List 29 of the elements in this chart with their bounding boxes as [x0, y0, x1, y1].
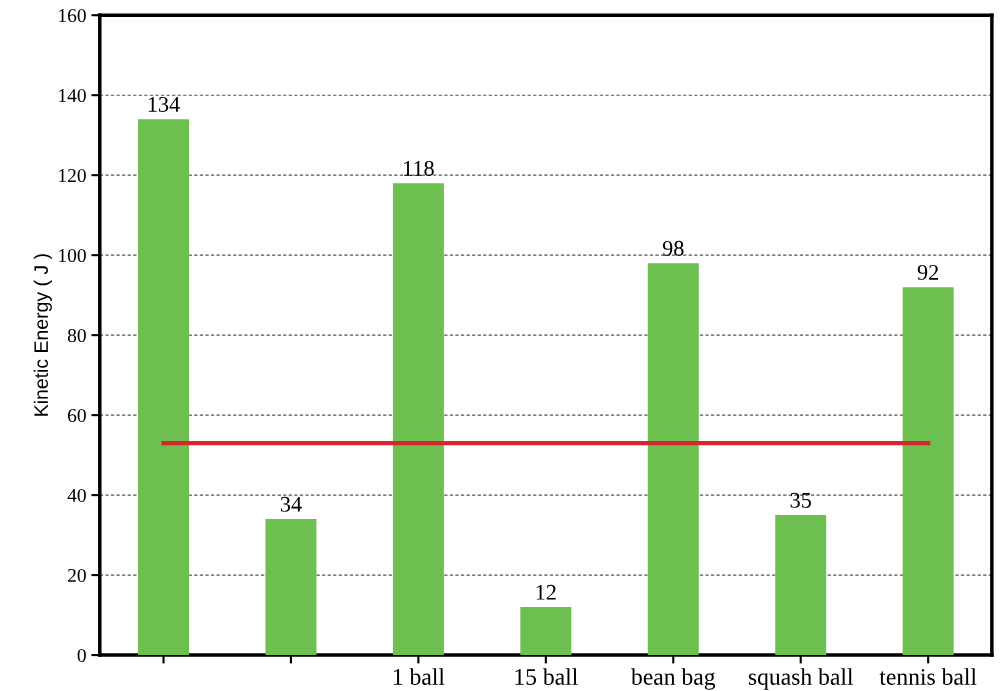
- data-label: 98: [662, 240, 684, 256]
- y-tick-label: 0: [77, 648, 86, 663]
- y-tick-label: 40: [67, 488, 86, 503]
- data-label: 118: [404, 160, 434, 176]
- data-label: 92: [917, 264, 939, 280]
- data-label: 12: [536, 584, 556, 600]
- bar: [392, 183, 444, 656]
- y-tick-label: 20: [68, 568, 86, 583]
- x-tick-label: bean bag: [630, 668, 716, 690]
- x-tick-label: 15 ball: [515, 668, 578, 685]
- data-label: 34: [280, 496, 302, 512]
- bar: [520, 607, 572, 656]
- x-tick-label: squash ball: [748, 668, 854, 690]
- y-tick-label: 80: [67, 328, 86, 343]
- y-tick-label: 140: [59, 89, 86, 103]
- bar: [647, 263, 699, 656]
- bar: [775, 515, 827, 656]
- bar: [902, 287, 954, 656]
- y-tick-label: 100: [59, 248, 86, 263]
- bar: [138, 119, 189, 656]
- y-tick-label: 60: [67, 408, 86, 423]
- x-tick-label: tennis ball: [879, 668, 977, 685]
- bar: [265, 519, 317, 656]
- y-tick-label: 160: [59, 9, 86, 23]
- y-tick-label: 120: [59, 168, 86, 183]
- data-label: 35: [790, 492, 811, 508]
- y-axis-title: Kinetic Energy ( J ): [33, 254, 52, 416]
- data-label: 134: [148, 96, 180, 112]
- x-tick-label: 1 ball: [393, 668, 445, 685]
